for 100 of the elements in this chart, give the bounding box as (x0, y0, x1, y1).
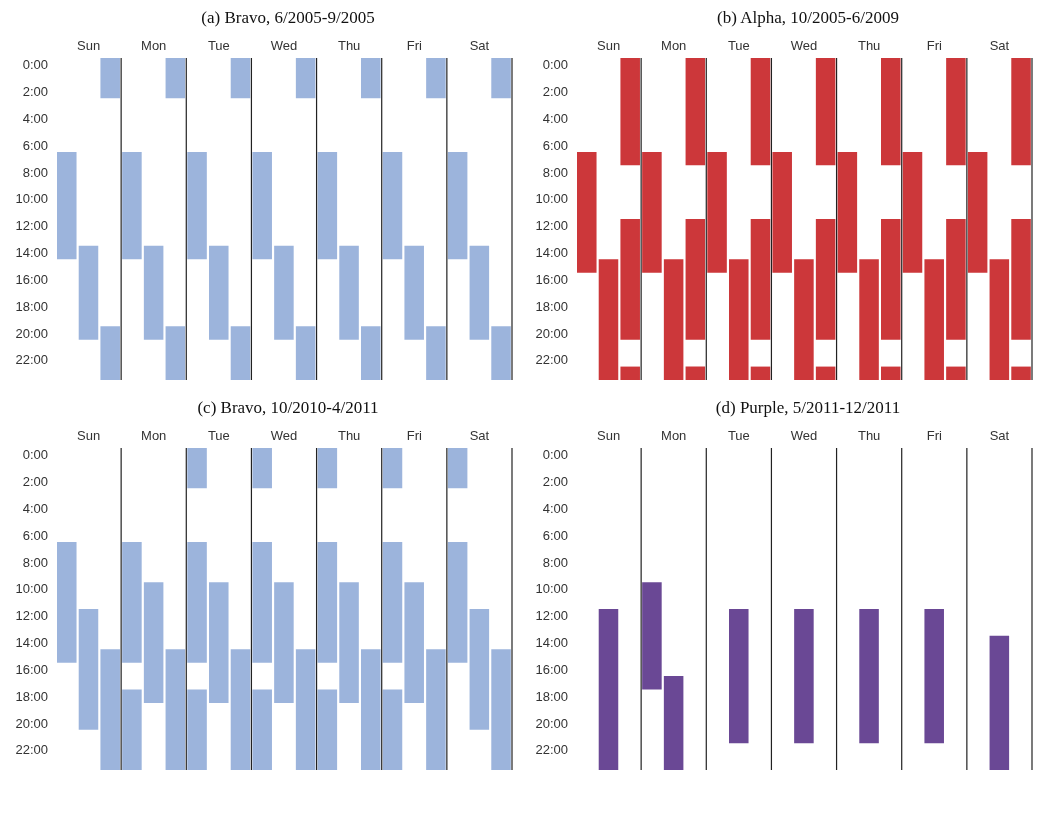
chart-title: (a) Bravo, 6/2005-9/2005 (200, 8, 376, 29)
x-tick-label: Sat (989, 428, 1010, 443)
bar (382, 448, 403, 489)
bar (317, 689, 338, 770)
y-tick-label: 8:00 (542, 164, 568, 180)
bar (729, 259, 749, 380)
bar (100, 649, 120, 770)
y-tick-label: 20:00 (535, 715, 568, 731)
bar (707, 151, 727, 273)
bar (187, 689, 207, 770)
x-tick-label: Wed (790, 38, 818, 53)
bar (295, 326, 316, 380)
bar (750, 58, 771, 166)
y-tick-label: 10:00 (535, 581, 568, 597)
y-tick-label: 4:00 (22, 110, 48, 126)
bar (295, 649, 316, 770)
y-tick-label: 12:00 (535, 218, 568, 234)
bar (491, 326, 511, 380)
bar (209, 245, 229, 340)
bar (230, 58, 251, 99)
bar (620, 219, 640, 340)
y-tick-label: 2:00 (542, 474, 568, 490)
y-tick-label: 10:00 (535, 191, 568, 207)
x-tick-label: Sun (77, 428, 101, 443)
bar (143, 245, 164, 340)
x-tick-label: Thu (337, 38, 361, 53)
bar (57, 541, 77, 663)
x-tick-label: Mon (661, 38, 687, 53)
bar (274, 582, 294, 703)
y-tick-label: 22:00 (15, 742, 48, 758)
bar (295, 58, 316, 99)
bar (881, 366, 901, 380)
y-tick-label: 4:00 (542, 110, 568, 126)
bar (122, 689, 142, 770)
bar (447, 541, 468, 663)
bar (881, 219, 901, 340)
y-tick-label: 0:00 (22, 57, 48, 73)
x-tick-label: Fri (406, 38, 422, 53)
y-tick-label: 4:00 (542, 500, 568, 516)
bar (317, 448, 338, 489)
chart-title: (c) Bravo, 10/2010-4/2011 (196, 398, 380, 419)
y-tick-label: 6:00 (22, 137, 48, 153)
bar (685, 219, 706, 340)
x-tick-label: Wed (790, 428, 818, 443)
y-tick-label: 2:00 (22, 474, 48, 490)
bar (469, 609, 490, 730)
bar (100, 326, 120, 380)
bar (361, 326, 381, 380)
bar (252, 151, 272, 260)
y-tick-label: 4:00 (22, 500, 48, 516)
bar (122, 151, 142, 260)
y-tick-label: 0:00 (22, 447, 48, 463)
y-tick-label: 14:00 (535, 245, 568, 261)
bar (859, 259, 879, 380)
bar (1011, 58, 1031, 166)
y-tick-label: 10:00 (15, 191, 48, 207)
bar (815, 366, 836, 380)
x-tick-label: Fri (926, 428, 942, 443)
y-tick-label: 12:00 (15, 218, 48, 234)
bar (187, 448, 207, 489)
bar (187, 541, 207, 663)
y-tick-label: 12:00 (535, 608, 568, 624)
bar (317, 541, 338, 663)
bar (794, 259, 814, 380)
x-tick-label: Tue (727, 428, 750, 443)
bar (274, 245, 294, 340)
bar (750, 219, 771, 340)
x-tick-label: Tue (207, 428, 230, 443)
bar (447, 448, 468, 489)
bar (989, 635, 1010, 770)
y-tick-label: 18:00 (535, 298, 568, 314)
bar (317, 151, 338, 260)
y-tick-label: 16:00 (15, 661, 48, 677)
y-tick-label: 22:00 (535, 742, 568, 758)
bar (881, 58, 901, 166)
x-tick-label: Sat (469, 428, 490, 443)
bar (339, 582, 359, 703)
x-tick-label: Tue (207, 38, 230, 53)
bar (815, 219, 836, 340)
y-tick-label: 14:00 (15, 245, 48, 261)
bar (57, 151, 77, 260)
bar (252, 689, 272, 770)
bar (165, 326, 186, 380)
bar (339, 245, 359, 340)
bar (78, 245, 99, 340)
y-tick-label: 16:00 (15, 271, 48, 287)
bar (426, 326, 446, 380)
x-tick-label: Sun (597, 428, 621, 443)
bar (729, 609, 749, 744)
bar (1011, 219, 1031, 340)
y-tick-label: 6:00 (542, 527, 568, 543)
x-tick-label: Tue (727, 38, 750, 53)
bar (143, 582, 164, 703)
bar (361, 649, 381, 770)
x-tick-label: Mon (141, 38, 167, 53)
bar (447, 151, 468, 260)
bar (685, 366, 706, 380)
bar (815, 58, 836, 166)
y-tick-label: 16:00 (535, 661, 568, 677)
bar (663, 259, 684, 380)
